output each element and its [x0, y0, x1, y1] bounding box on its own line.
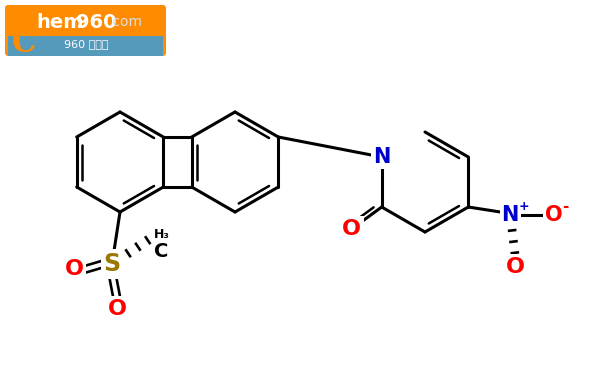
- FancyBboxPatch shape: [5, 5, 166, 56]
- Text: C: C: [154, 242, 168, 261]
- Text: H₃: H₃: [154, 228, 170, 241]
- Text: 960 化工网: 960 化工网: [64, 39, 108, 49]
- Text: N: N: [373, 147, 390, 167]
- Text: O: O: [546, 205, 563, 225]
- Text: O: O: [506, 257, 525, 277]
- Text: O: O: [342, 219, 361, 239]
- Text: N: N: [502, 205, 519, 225]
- Text: +: +: [518, 201, 529, 213]
- Text: C: C: [12, 28, 36, 59]
- Text: O: O: [65, 259, 83, 279]
- Text: O: O: [108, 299, 126, 319]
- Text: hem: hem: [36, 13, 83, 32]
- Bar: [8, 36, 163, 56]
- Text: -: -: [562, 200, 569, 214]
- Text: S: S: [103, 252, 120, 276]
- Text: 960: 960: [76, 13, 117, 32]
- Text: .com: .com: [108, 15, 142, 29]
